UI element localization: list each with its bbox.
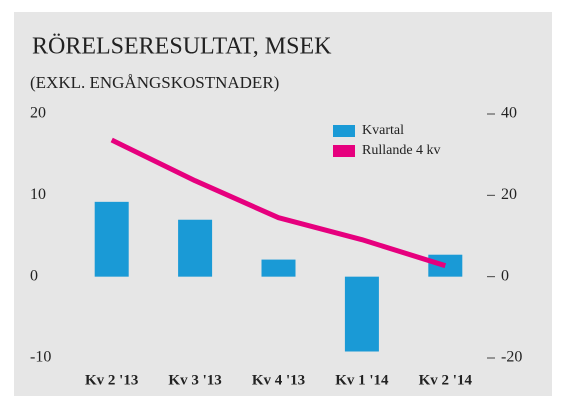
legend-label: Kvartal	[362, 123, 404, 138]
y-tick-label: -10	[30, 349, 51, 366]
y-tick-label: 20	[30, 105, 46, 122]
bar	[344, 276, 379, 352]
y2-tick-label: 20	[501, 186, 517, 203]
x-tick-label: Kv 2 '13	[85, 372, 138, 388]
x-tick-label: Kv 2 '14	[419, 372, 473, 388]
bar	[178, 219, 213, 277]
x-tick-label: Kv 1 '14	[335, 372, 389, 388]
x-tick-label: Kv 3 '13	[168, 372, 221, 388]
line	[110, 137, 447, 269]
legend-swatch	[333, 125, 355, 137]
legend-swatch	[333, 145, 355, 157]
y2-tick-label: 40	[501, 105, 517, 122]
bar	[94, 201, 129, 277]
chart-subtitle: (EXKL. ENGÅNGSKOSTNADER)	[30, 73, 279, 92]
chart-title: RÖRELSERESULTAT, MSEK	[32, 34, 332, 60]
legend-label: Rullande 4 kv	[362, 143, 441, 158]
y-tick-label: 0	[30, 267, 38, 284]
y-tick-label: 10	[30, 186, 46, 203]
x-tick-label: Kv 4 '13	[252, 372, 305, 388]
y2-tick-label: 0	[501, 267, 509, 284]
bar	[261, 259, 296, 277]
y2-tick-label: -20	[501, 349, 522, 366]
